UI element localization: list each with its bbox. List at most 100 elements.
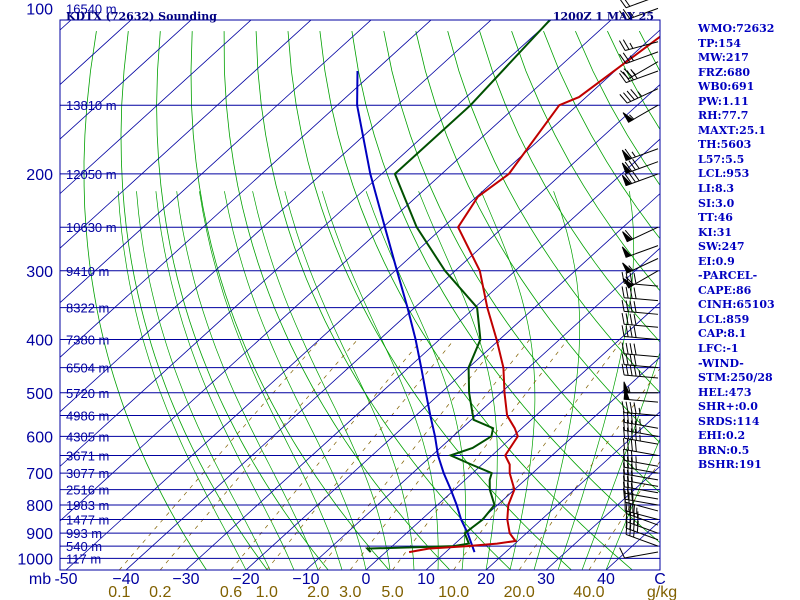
mixing-ratio-unit-label: g/kg <box>647 584 677 600</box>
wind-barb <box>623 381 658 394</box>
background-grid <box>60 20 660 570</box>
temperature-tick-label: −20 <box>232 571 259 588</box>
wind-barb <box>622 410 659 429</box>
temperature-tick-label: 30 <box>537 571 555 588</box>
index-item: RH:77.7 <box>698 109 749 123</box>
index-item: TP:154 <box>698 36 742 50</box>
wind-barb-staff <box>625 7 659 21</box>
wind-barb-flag <box>622 112 634 123</box>
mixing-ratio-tick-label: 1.0 <box>256 584 278 600</box>
wind-barb-full <box>632 171 640 182</box>
dry-adiabat <box>351 31 660 544</box>
dry-adiabat <box>447 30 660 394</box>
wind-barb <box>625 516 659 541</box>
pressure-tick-label: 600 <box>26 429 53 446</box>
height-label: 993 m <box>66 526 102 541</box>
mixing-ratio-line <box>453 339 623 570</box>
wind-barb-full <box>625 313 629 325</box>
wind-barb-full <box>630 88 639 99</box>
wind-barb-full <box>625 325 629 337</box>
wind-barb-full <box>626 90 635 101</box>
mixing-ratio-tick-label: 20.0 <box>504 584 535 600</box>
wind-barb <box>625 510 659 534</box>
isotherm-line <box>185 138 660 570</box>
mixing-ratio-tick-label: 0.1 <box>108 584 130 600</box>
wind-barb-full <box>629 511 632 523</box>
index-item: BSHR:191 <box>698 458 762 472</box>
pressure-unit-label: mb <box>29 571 51 588</box>
index-item: CAPE:86 <box>698 283 752 297</box>
temperature-unit-label: C <box>654 571 666 588</box>
wind-barb-full <box>630 420 633 432</box>
height-label: 8322 m <box>66 301 109 316</box>
wind-barb-full <box>630 412 633 424</box>
wind-barb <box>622 419 659 437</box>
wind-barb <box>622 438 659 456</box>
wind-barb <box>621 353 659 369</box>
temperature-tick-label: -50 <box>54 571 77 588</box>
chart-title-left: KDTX (72632) Sounding <box>66 10 217 23</box>
wind-barb-staff <box>624 297 659 302</box>
index-item: HEL:473 <box>698 385 752 399</box>
wind-barb-staff <box>624 449 659 456</box>
wind-barb-full <box>628 172 636 183</box>
wind-barb-full <box>621 363 625 376</box>
wind-barb-half <box>631 151 636 158</box>
wind-barb-full <box>624 173 633 184</box>
wind-barb-full <box>629 401 633 414</box>
parcel-trace <box>356 70 476 553</box>
wind-barb-half <box>629 42 634 49</box>
wind-barb-full <box>633 512 636 525</box>
wind-barb-staff <box>624 310 659 315</box>
pressure-tick-label: 1000 <box>17 551 53 568</box>
isotherm-line <box>60 20 612 522</box>
wind-barb-half <box>628 265 634 271</box>
wind-barb-half <box>629 55 634 62</box>
wind-barb <box>621 171 659 187</box>
index-item: LI:8.3 <box>698 182 735 196</box>
wind-barb-full <box>621 271 625 284</box>
mixing-ratio-tick-label: 2.0 <box>307 584 329 600</box>
isotherm-line <box>545 465 660 570</box>
profiles <box>356 20 660 554</box>
index-item: KI:31 <box>698 225 733 239</box>
wind-barb-full <box>622 462 626 475</box>
wind-barb-staff <box>624 353 659 358</box>
mixing-ratio-line <box>349 339 530 570</box>
index-item: SI:3.0 <box>698 196 735 210</box>
wind-barb-full <box>623 92 632 102</box>
temperature-tick-label: 20 <box>477 571 495 588</box>
temperature-trace <box>408 35 660 554</box>
wind-barb <box>622 455 659 474</box>
wind-barb-full <box>624 148 633 159</box>
wind-barb-staff <box>624 412 659 417</box>
mixing-ratio-tick-label: 3.0 <box>339 584 361 600</box>
pressure-tick-label: 100 <box>26 1 53 18</box>
wind-barb-staff <box>625 41 659 52</box>
index-item: LFC:-1 <box>698 342 739 356</box>
wind-barb-full <box>630 476 633 489</box>
wind-barb-full <box>633 364 637 377</box>
wind-barb-half <box>629 114 635 120</box>
index-item: SHR+:0.0 <box>698 400 758 414</box>
height-label: 2516 m <box>66 483 109 498</box>
moist-adiabat <box>117 191 247 570</box>
wind-barb-full <box>629 354 633 366</box>
wind-barb-full <box>634 428 637 441</box>
isotherm-line <box>65 29 660 570</box>
height-label: 10630 m <box>66 220 117 235</box>
moist-adiabat <box>480 191 536 570</box>
wind-barb-full <box>630 470 633 482</box>
wind-barb-flag <box>623 381 630 394</box>
height-label: 1983 m <box>66 498 109 513</box>
wind-barb-full <box>619 94 628 104</box>
wind-barb-flag <box>621 149 632 162</box>
wind-barb-staff <box>624 492 659 500</box>
wind-barb-full <box>625 353 629 366</box>
wind-barb-staff <box>624 466 659 474</box>
wind-barb-full <box>633 301 637 313</box>
wind-barb-full <box>626 456 629 468</box>
index-item: BRN:0.5 <box>698 443 750 457</box>
wind-barb-staff <box>624 473 659 481</box>
isotherm-line <box>60 20 552 467</box>
